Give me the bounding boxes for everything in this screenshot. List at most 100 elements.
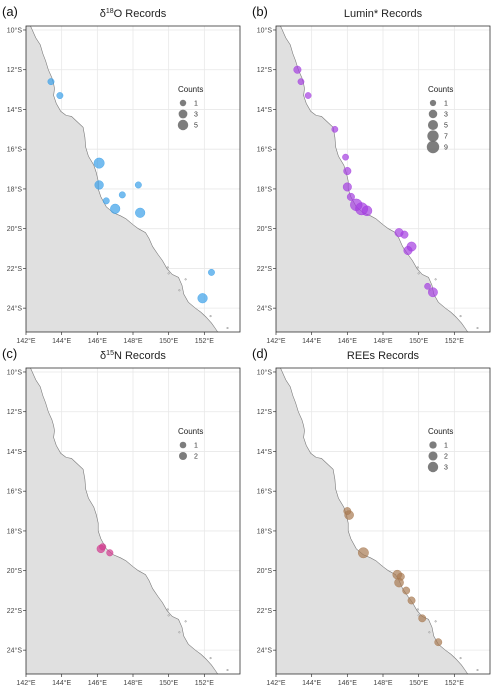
panel-tag: (a) [2, 4, 18, 19]
x-tick-label: 146°E [88, 337, 107, 345]
legend-title: Counts [428, 85, 453, 94]
y-tick-label: 20°S [7, 567, 23, 575]
record-point [346, 192, 355, 201]
legend-label: 5 [444, 123, 448, 130]
legend-key [426, 140, 440, 154]
x-tick-label: 146°E [88, 679, 107, 687]
map-panel-a: 142°E 144°E 146°E 148°E 150°E 152°E 10°S 12°S 14… [2, 4, 241, 345]
record-point [343, 167, 352, 176]
x-tick-label: 152°E [195, 337, 214, 345]
y-tick-label: 16°S [257, 488, 273, 496]
legend-label: 1 [194, 443, 198, 450]
legend-label: 1 [194, 101, 198, 108]
y-tick-label: 18°S [7, 527, 23, 535]
record-point [99, 543, 107, 551]
legend-key [428, 109, 438, 119]
x-tick-label: 142°E [266, 337, 285, 345]
land-mass [276, 26, 468, 332]
record-point [331, 125, 339, 133]
legend-title: Counts [178, 85, 203, 94]
island [226, 669, 229, 672]
island [166, 266, 169, 269]
island [459, 315, 462, 318]
y-tick-label: 12°S [257, 408, 273, 416]
island [417, 614, 420, 617]
x-tick-label: 152°E [445, 679, 464, 687]
record-point [394, 577, 404, 588]
legend-label: 1 [444, 101, 448, 108]
legend-key [427, 461, 439, 473]
y-tick-label: 14°S [7, 106, 23, 114]
panel-title: δ18O Records [100, 8, 167, 20]
island [166, 608, 169, 611]
panel-title: REEs Records [347, 350, 420, 362]
record-point [434, 638, 443, 647]
record-point [47, 78, 55, 86]
y-tick-label: 22°S [257, 607, 273, 615]
record-point [56, 92, 64, 99]
legend-key [428, 451, 438, 461]
record-point [93, 157, 105, 169]
island [209, 657, 212, 660]
record-point [407, 596, 416, 605]
record-point [361, 205, 373, 217]
island [416, 266, 419, 269]
record-point [428, 287, 438, 298]
y-tick-label: 16°S [7, 488, 23, 496]
record-point [118, 191, 126, 199]
island [178, 631, 181, 634]
y-tick-label: 22°S [7, 265, 23, 273]
island [476, 327, 479, 330]
x-tick-label: 150°E [159, 337, 178, 345]
panel-tag: (c) [2, 346, 17, 361]
y-tick-label: 14°S [257, 448, 273, 456]
y-tick-label: 14°S [257, 106, 273, 114]
record-point [197, 293, 208, 304]
legend-label: 7 [444, 134, 448, 141]
island [459, 657, 462, 660]
x-tick-label: 152°E [195, 679, 214, 687]
record-point [134, 181, 142, 189]
y-tick-label: 12°S [7, 66, 23, 74]
legend-key [427, 130, 439, 142]
island [178, 289, 181, 292]
legend-label: 3 [444, 465, 448, 472]
record-point [342, 182, 352, 192]
island [184, 278, 187, 281]
map-panel-d: 142°E 144°E 146°E 148°E 150°E 152°E 10°S 12°S 14… [252, 346, 491, 687]
coastline [280, 367, 468, 675]
legend-key [179, 452, 187, 460]
record-point [424, 282, 431, 290]
panel-title: δ15N Records [100, 350, 166, 362]
island [417, 272, 420, 275]
x-tick-label: 142°E [266, 679, 285, 687]
record-point [418, 614, 427, 623]
record-point [106, 549, 114, 557]
y-tick-label: 24°S [257, 647, 273, 655]
record-point [304, 92, 312, 99]
record-point [208, 268, 215, 276]
record-point [102, 197, 110, 205]
island [184, 620, 187, 623]
y-tick-label: 12°S [257, 66, 273, 74]
record-point [400, 230, 409, 239]
x-tick-label: 142°E [16, 679, 35, 687]
x-tick-label: 144°E [302, 679, 321, 687]
y-tick-label: 18°S [257, 527, 273, 535]
legend-label: 1 [444, 443, 448, 450]
island [226, 327, 229, 330]
panel-tag: (b) [252, 4, 268, 19]
y-tick-label: 20°S [7, 225, 23, 233]
legend-key [178, 109, 188, 119]
y-tick-label: 10°S [257, 26, 273, 34]
x-tick-label: 148°E [373, 679, 392, 687]
panel-title: Lumin* Records [344, 8, 423, 20]
x-tick-label: 148°E [123, 679, 142, 687]
legend-key [429, 441, 437, 449]
island [167, 272, 170, 275]
y-tick-label: 16°S [257, 146, 273, 154]
record-point [297, 78, 305, 85]
y-tick-label: 20°S [257, 225, 273, 233]
land-mass [26, 26, 218, 332]
legend-key [427, 119, 439, 131]
